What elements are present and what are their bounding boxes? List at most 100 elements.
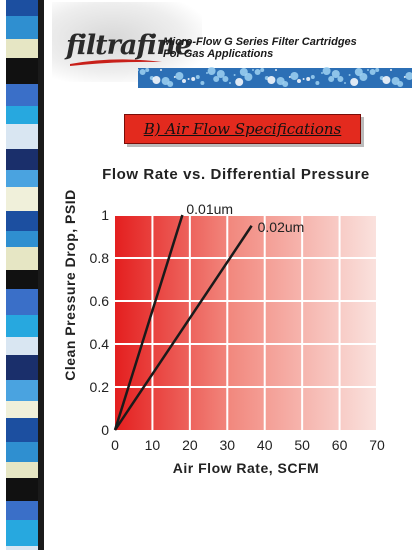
flow-rate-chart: Flow Rate vs. Differential Pressure 0 10 2… <box>0 150 412 490</box>
bubble <box>382 76 391 84</box>
bubble <box>337 76 344 82</box>
strip-block <box>6 16 38 39</box>
y-tick-label: 0.8 <box>90 250 110 266</box>
bubble <box>344 82 346 84</box>
chart-plot-area: 0 10 20 30 40 50 60 70 0 0.2 0.4 0.6 0.8 1 0.01um 0.0… <box>90 201 385 453</box>
strip-block <box>6 418 38 442</box>
x-tick-label: 50 <box>294 437 310 453</box>
bubble <box>235 78 244 86</box>
y-tick-label: 0 <box>101 422 109 438</box>
strip-block <box>6 149 38 170</box>
x-tick-label: 30 <box>219 437 235 453</box>
bubble <box>229 82 231 84</box>
bubble <box>403 76 406 78</box>
strip-block <box>6 170 38 187</box>
bubble <box>321 72 323 74</box>
strip-block <box>6 124 38 149</box>
bubble <box>310 75 315 79</box>
strip-block <box>6 478 38 501</box>
decorative-color-strip <box>0 0 44 550</box>
strip-block <box>6 211 38 231</box>
strip-block <box>6 315 38 337</box>
bubble <box>195 75 200 79</box>
bubble <box>290 72 299 80</box>
bubble <box>369 69 376 75</box>
series-label: 0.02um <box>258 219 305 235</box>
logo-swoosh-icon <box>70 59 162 66</box>
bubble <box>152 76 161 84</box>
x-tick-label: 20 <box>182 437 198 453</box>
strip-block <box>6 337 38 355</box>
bubble <box>254 69 261 75</box>
bubble <box>397 81 404 87</box>
strip-block <box>6 355 38 380</box>
subtitle-line-2: For Gas Applications <box>163 48 274 60</box>
bubble <box>322 67 331 75</box>
x-axis-label: Air Flow Rate, SCFM <box>172 460 320 476</box>
bubble <box>306 77 311 81</box>
banner-title: B) Air Flow Specifications <box>143 120 342 138</box>
strip-block <box>6 442 38 462</box>
bubble <box>244 73 253 81</box>
x-tick-label: 40 <box>257 437 273 453</box>
series-line-0-02um <box>113 225 253 431</box>
bubbles-decoration <box>138 67 412 88</box>
bubble <box>315 81 320 85</box>
bubble <box>348 74 351 76</box>
plot-background <box>115 215 377 430</box>
section-banner: B) Air Flow Specifications <box>124 114 361 144</box>
strip-block <box>6 247 38 270</box>
strip-block <box>6 106 38 124</box>
bubble <box>275 69 277 71</box>
x-tick-label: 70 <box>369 437 385 453</box>
strip-block <box>6 0 38 16</box>
strip-block <box>6 501 38 520</box>
bubble <box>167 81 174 87</box>
bubble <box>187 78 190 80</box>
bubble <box>138 69 139 71</box>
bubble <box>350 78 359 86</box>
bubble <box>175 72 184 80</box>
bubble <box>302 78 305 80</box>
bubble <box>160 69 162 71</box>
bubble <box>233 74 236 76</box>
brand-logo: filtrafine <box>66 30 192 61</box>
strip-block <box>6 231 38 247</box>
bubble <box>328 76 335 82</box>
strip-edge <box>38 0 44 550</box>
bubble <box>139 69 146 75</box>
product-subtitle: Micro-Flow G Series Filter Cartridges Fo… <box>163 36 357 60</box>
strip-block <box>6 462 38 478</box>
page-header: filtrafine Micro-Flow G Series Filter Ca… <box>48 0 412 96</box>
strip-block <box>6 270 38 289</box>
bubble <box>182 79 186 83</box>
bubble <box>405 72 412 80</box>
x-tick-label: 10 <box>145 437 161 453</box>
series-label: 0.01um <box>186 201 233 217</box>
bubble <box>207 67 216 75</box>
strip-block <box>6 520 38 546</box>
x-tick-label: 60 <box>332 437 348 453</box>
y-axis-label: Clean Pressure Drop, PSID <box>62 189 78 381</box>
bubble <box>213 76 220 82</box>
bubble <box>367 69 369 71</box>
subtitle-line-1: Micro-Flow G Series Filter Cartridges <box>163 36 357 48</box>
bubble <box>145 68 150 72</box>
bubble <box>267 76 276 84</box>
bubble <box>297 79 301 83</box>
bubble <box>222 76 229 82</box>
strip-block <box>6 39 38 58</box>
bubble <box>206 72 208 74</box>
y-tick-label: 0.2 <box>90 379 110 395</box>
strip-block <box>6 401 38 418</box>
bubble <box>216 70 225 78</box>
bubble <box>252 69 254 71</box>
y-tick-label: 0.4 <box>90 336 110 352</box>
strip-block <box>6 84 38 106</box>
bubble <box>288 76 291 78</box>
chart-title: Flow Rate vs. Differential Pressure <box>102 166 370 183</box>
bubble <box>375 68 380 72</box>
series-line-0-01um <box>113 214 184 431</box>
bubble <box>390 69 392 71</box>
bubble <box>282 81 289 87</box>
